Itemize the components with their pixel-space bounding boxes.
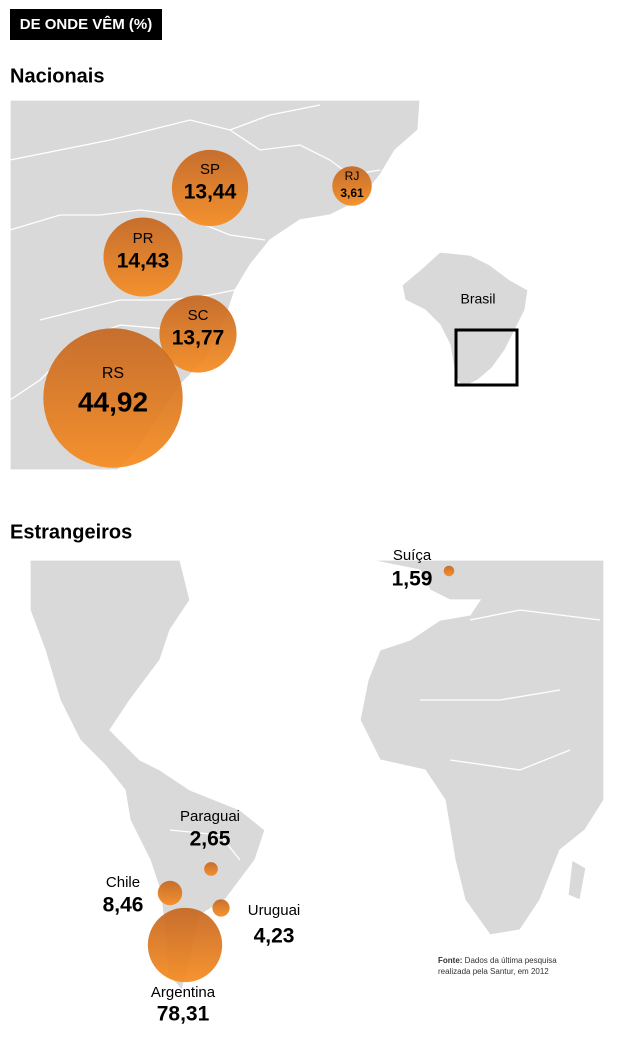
bubble-label: RJ <box>345 169 360 183</box>
bubble-value: 13,77 <box>172 327 225 350</box>
bubble <box>159 295 237 373</box>
world-map <box>29 559 605 992</box>
bubble-value: 2,65 <box>190 828 231 851</box>
bubble <box>43 328 183 468</box>
section-title: Nacionais <box>10 65 104 87</box>
source-label: Fonte: <box>438 956 462 965</box>
bubble-value: 3,61 <box>340 186 364 200</box>
bubble-label: SP <box>200 161 220 178</box>
header-title: DE ONDE VÊM (%) <box>20 15 153 33</box>
bubble <box>171 149 249 227</box>
bubble-value: 78,31 <box>157 1003 210 1026</box>
brazil-inset: Brasil <box>401 251 529 389</box>
bubble-label: Chile <box>106 874 140 891</box>
bubble-label: Paraguai <box>180 808 240 825</box>
source-text: realizada pela Santur, em 2012 <box>438 967 549 976</box>
bubble <box>204 862 218 876</box>
bubble-value: 4,23 <box>254 925 295 948</box>
bubble-label: RS <box>102 365 124 382</box>
bubble-label: Argentina <box>151 984 216 1001</box>
bubble-value: 13,44 <box>184 181 237 204</box>
source-text: Fonte: Dados da última pesquisa <box>438 956 557 965</box>
bubble-label: PR <box>133 230 154 247</box>
bubble-label: Uruguai <box>248 902 301 919</box>
bubble <box>147 907 223 983</box>
header-box <box>10 9 162 40</box>
bubble-value: 14,43 <box>117 250 170 273</box>
bubble <box>212 899 230 917</box>
inset-label: Brasil <box>460 291 495 307</box>
bubble <box>103 217 183 297</box>
bubble-value: 8,46 <box>103 894 144 917</box>
source-line: Dados da última pesquisa <box>465 956 558 965</box>
bubble-value: 1,59 <box>392 568 433 591</box>
bubble-label: SC <box>188 307 209 324</box>
bubble <box>157 880 183 906</box>
bubble <box>443 565 455 577</box>
bubble-value: 44,92 <box>78 386 148 417</box>
bubble <box>332 166 372 206</box>
section-title: Estrangeiros <box>10 521 132 543</box>
bubble-label: Suíça <box>393 547 432 564</box>
